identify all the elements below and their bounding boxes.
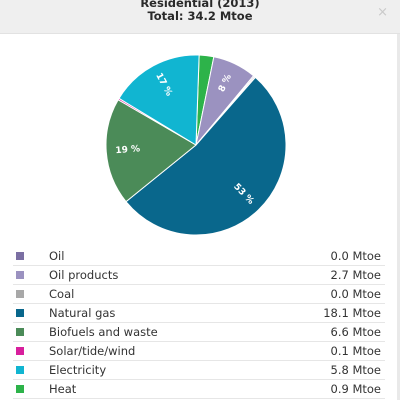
legend-item-heat[interactable]: Heat 0.9 Mtoe xyxy=(13,380,385,399)
scrollbar-track xyxy=(397,34,400,400)
legend-value: 0.0 Mtoe xyxy=(330,249,382,263)
legend-swatch xyxy=(16,290,24,298)
legend-item-oil[interactable]: Oil 0.0 Mtoe xyxy=(13,247,385,266)
legend: Oil 0.0 Mtoe Oil products 2.7 Mtoe Coal 0.0 M… xyxy=(13,247,385,399)
legend-value: 0.9 Mtoe xyxy=(330,382,382,396)
legend-item-biofuels-and-waste[interactable]: Biofuels and waste 6.6 Mtoe xyxy=(13,323,385,342)
legend-swatch xyxy=(16,347,24,355)
legend-swatch xyxy=(16,385,24,393)
legend-value: 18.1 Mtoe xyxy=(323,306,381,320)
legend-value: 0.1 Mtoe xyxy=(330,344,382,358)
legend-swatch xyxy=(16,252,24,260)
legend-swatch xyxy=(16,309,24,317)
legend-value: 0.0 Mtoe xyxy=(330,287,382,301)
legend-label: Coal xyxy=(49,287,75,301)
legend-swatch xyxy=(16,366,24,374)
legend-label: Heat xyxy=(49,382,77,396)
legend-label: Solar/tide/wind xyxy=(49,344,136,358)
legend-value: 5.8 Mtoe xyxy=(330,363,382,377)
close-icon[interactable]: × xyxy=(377,5,388,20)
chart-total: Total: 34.2 Mtoe xyxy=(147,9,253,23)
legend-swatch xyxy=(16,328,24,336)
pie-chart: 8 %53 %19 %17 % xyxy=(105,54,287,236)
pie-slice-biofuels-and-waste[interactable] xyxy=(105,99,197,203)
legend-item-natural-gas[interactable]: Natural gas 18.1 Mtoe xyxy=(13,304,385,323)
legend-swatch xyxy=(16,271,24,279)
pie-slice-natural-gas[interactable] xyxy=(125,76,287,236)
legend-label: Biofuels and waste xyxy=(49,325,158,339)
legend-label: Oil products xyxy=(49,268,119,282)
legend-item-solar-tide-wind[interactable]: Solar/tide/wind 0.1 Mtoe xyxy=(13,342,385,361)
legend-label: Electricity xyxy=(49,363,107,377)
legend-item-electricity[interactable]: Electricity 5.8 Mtoe xyxy=(13,361,385,380)
chart-title: Residential (2013) xyxy=(140,0,260,10)
legend-label: Natural gas xyxy=(49,306,116,320)
legend-label: Oil xyxy=(49,249,65,263)
chart-header: Residential (2013) Total: 34.2 Mtoe × xyxy=(0,0,400,34)
pie-slices xyxy=(105,54,287,236)
pie-slice-electricity[interactable] xyxy=(118,54,200,146)
legend-value: 6.6 Mtoe xyxy=(330,325,382,339)
legend-item-coal[interactable]: Coal 0.0 Mtoe xyxy=(13,285,385,304)
pie-label-biofuels-and-waste: 19 % xyxy=(115,144,140,156)
legend-item-oil-products[interactable]: Oil products 2.7 Mtoe xyxy=(13,266,385,285)
legend-value: 2.7 Mtoe xyxy=(330,268,382,282)
